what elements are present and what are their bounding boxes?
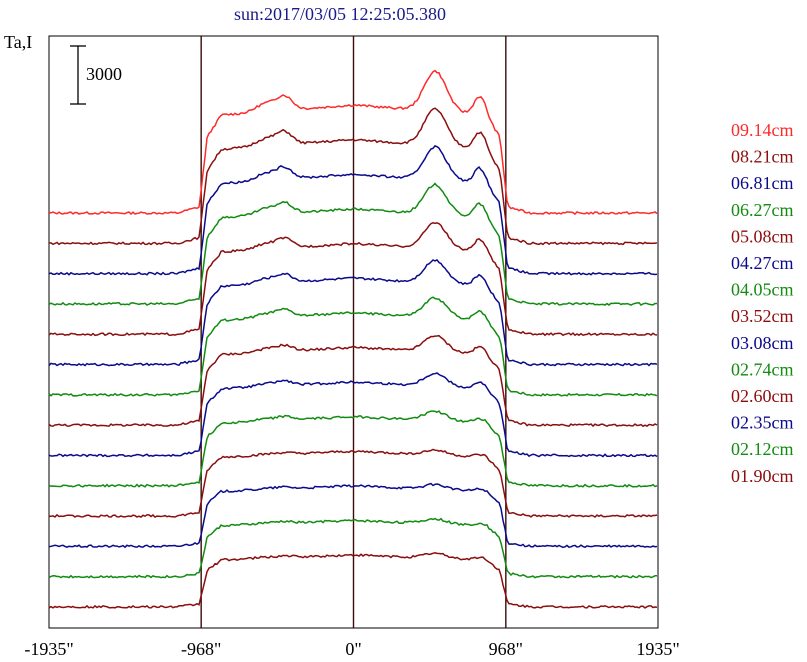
legend-entry-05.08cm: 05.08cm bbox=[731, 226, 794, 246]
legend-entry-04.27cm: 04.27cm bbox=[731, 253, 794, 273]
reference-lines bbox=[200, 36, 507, 628]
legend-entry-03.52cm: 03.52cm bbox=[731, 306, 794, 326]
series-line-02.74cm bbox=[48, 410, 658, 488]
series-line-09.14cm bbox=[48, 69, 658, 216]
scale-bar: 3000 bbox=[70, 45, 122, 105]
x-tick-label-0: -1935" bbox=[24, 639, 73, 659]
legend-entry-02.74cm: 02.74cm bbox=[731, 359, 794, 379]
legend-entry-02.12cm: 02.12cm bbox=[731, 439, 794, 459]
series-line-01.90cm bbox=[48, 552, 658, 609]
scale-bar-label: 3000 bbox=[86, 64, 122, 84]
x-tick-label-4: 1935" bbox=[636, 639, 679, 659]
series-line-03.08cm bbox=[48, 372, 658, 458]
x-tick-labels: -1935" -968" 0" 968" 1935" bbox=[24, 639, 679, 659]
legend-entry-03.08cm: 03.08cm bbox=[731, 333, 794, 353]
legend: 09.14cm 08.21cm 06.81cm 06.27cm 05.08cm 04.27… bbox=[731, 120, 794, 486]
legend-entry-06.27cm: 06.27cm bbox=[731, 200, 794, 220]
legend-entry-01.90cm: 01.90cm bbox=[731, 466, 794, 486]
series-line-04.05cm bbox=[48, 296, 658, 397]
series-line-02.60cm bbox=[49, 448, 658, 519]
x-tick-label-3: 968" bbox=[489, 639, 523, 659]
series-line-02.12cm bbox=[48, 517, 657, 579]
series-line-06.81cm bbox=[48, 144, 658, 276]
series-group bbox=[48, 69, 658, 609]
y-axis-label: Ta,I bbox=[4, 32, 32, 52]
series-line-03.52cm bbox=[48, 334, 658, 428]
series-line-08.21cm bbox=[48, 107, 658, 246]
legend-entry-02.35cm: 02.35cm bbox=[731, 413, 794, 433]
x-tick-label-1: -968" bbox=[181, 639, 221, 659]
legend-entry-04.05cm: 04.05cm bbox=[731, 280, 794, 300]
legend-entry-02.60cm: 02.60cm bbox=[731, 386, 794, 406]
series-line-05.08cm bbox=[48, 222, 658, 337]
series-line-06.27cm bbox=[48, 182, 657, 306]
x-tick-label-2: 0" bbox=[345, 639, 361, 659]
chart-title: sun:2017/03/05 12:25:05.380 bbox=[234, 4, 446, 24]
legend-entry-06.81cm: 06.81cm bbox=[731, 173, 794, 193]
series-line-02.35cm bbox=[48, 482, 658, 549]
legend-entry-09.14cm: 09.14cm bbox=[731, 120, 794, 140]
legend-entry-08.21cm: 08.21cm bbox=[731, 147, 794, 167]
series-line-04.27cm bbox=[48, 258, 658, 367]
